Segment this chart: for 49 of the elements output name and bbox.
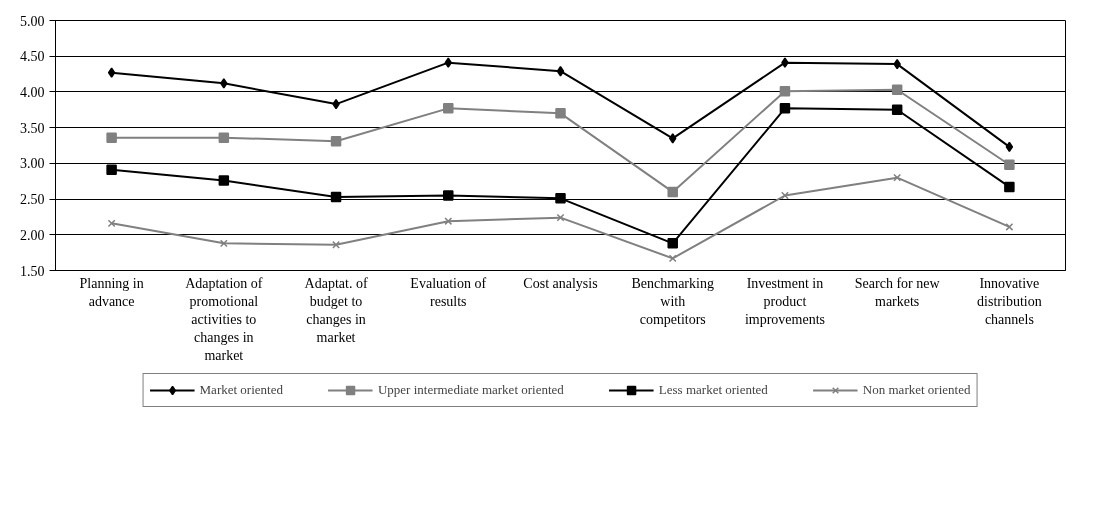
y-tick-label: 3.00: [20, 156, 45, 172]
point: [330, 135, 342, 147]
y-tick-label: 4.50: [20, 49, 45, 65]
point: [667, 238, 678, 249]
point: [1004, 159, 1015, 171]
point: [443, 190, 454, 201]
y-tick-label: 2.50: [20, 192, 45, 208]
legend-label: Market oriented: [199, 382, 283, 398]
point: [667, 186, 678, 198]
point: [444, 217, 453, 226]
x-tick-label: Search for new markets: [854, 275, 941, 309]
point: [107, 219, 116, 228]
point: [106, 132, 117, 143]
x-tick-label: Adaptat. of budget to changes in market: [304, 275, 368, 345]
point: [556, 65, 565, 77]
point: [781, 57, 789, 68]
legend-label: Non market oriented: [862, 382, 971, 398]
x-tick-label: Benchmarking with competitors: [631, 275, 714, 327]
legend-label: Upper intermediate market oriented: [377, 382, 564, 398]
point: [330, 191, 342, 203]
point: [107, 67, 116, 78]
point: [555, 193, 566, 204]
point: [443, 103, 454, 114]
y-tick-label: 4.00: [20, 84, 45, 100]
point: [218, 175, 230, 186]
point: [444, 57, 453, 68]
point: [555, 108, 566, 119]
x-tick-label: Cost analysis: [523, 275, 598, 291]
point: [891, 104, 903, 116]
point: [218, 132, 230, 143]
point: [220, 78, 228, 89]
point: [332, 240, 340, 249]
y-tick-label: 1.50: [20, 263, 45, 279]
y-tick-label: 2.00: [20, 227, 45, 243]
x-tick-label: Adaptation of promotional activities to changes in market: [185, 275, 263, 363]
point: [779, 103, 791, 114]
point: [1004, 181, 1015, 193]
x-tick-label: Innovative distribution channels: [977, 275, 1042, 327]
x-tick-label: Evaluation of results: [410, 275, 487, 309]
y-tick-label: 3.50: [20, 120, 45, 136]
point: [1005, 141, 1014, 153]
point: [106, 164, 117, 176]
x-tick-label: Investment in product improvements: [744, 275, 826, 327]
x-tick-label: Planning in advance: [79, 275, 144, 309]
point: [891, 84, 903, 96]
point: [779, 85, 791, 97]
point: [668, 133, 677, 144]
y-tick-label: 5.00: [20, 13, 45, 29]
legend-label: Less market oriented: [658, 382, 768, 398]
